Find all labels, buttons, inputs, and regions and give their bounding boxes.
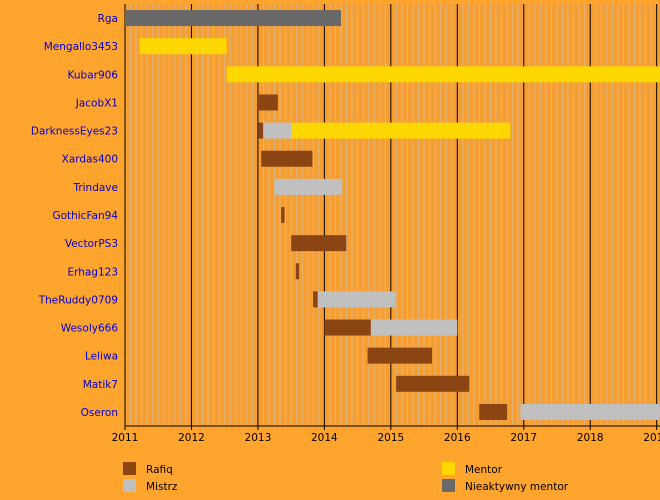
legend-label-rafiq: Rafiq — [146, 464, 173, 476]
bar-rafiq — [479, 403, 508, 420]
legend-swatch-inactive — [442, 479, 455, 492]
bar-rafiq — [324, 319, 371, 336]
x-tick-label: 2012 — [178, 432, 205, 444]
bar-rafiq — [257, 94, 278, 111]
x-tick-label: 2018 — [577, 432, 604, 444]
x-tick-label: 2014 — [311, 432, 338, 444]
row-label: Oseron — [81, 407, 118, 419]
bar-rafiq — [295, 263, 300, 280]
row-label: Xardas400 — [62, 154, 118, 166]
legend-label-mentor: Mentor — [465, 464, 503, 476]
bar-rafiq — [367, 347, 433, 364]
bar-mistrz — [317, 291, 396, 308]
legend-swatch-mentor — [442, 462, 455, 475]
bar-rafiq — [396, 375, 470, 392]
row-label: Matik7 — [83, 379, 118, 391]
x-tick-label: 2011 — [112, 432, 139, 444]
bar-mentor — [291, 122, 511, 139]
row-label: Mengallo3453 — [44, 41, 118, 53]
x-tick-label: 2013 — [245, 432, 272, 444]
row-label: Trindave — [72, 182, 118, 194]
row-label: Erhag123 — [67, 266, 118, 278]
legend-label-mistrz: Mistrz — [146, 481, 178, 493]
bar-rafiq — [313, 291, 318, 308]
x-tick-label: 2015 — [377, 432, 404, 444]
x-tick-label: 2019 — [643, 432, 660, 444]
legend-swatch-mistrz — [123, 479, 136, 492]
legend-swatch-rafiq — [123, 462, 136, 475]
bar-rafiq — [281, 207, 285, 223]
bar-rafiq — [261, 150, 313, 167]
row-label: JacobX1 — [75, 97, 118, 109]
bar-inactive — [125, 10, 341, 27]
legend-label-inactive: Nieaktywny mentor — [465, 481, 569, 493]
x-axis: 2011 2012 2013 2014 2015 2016 2017 2018 2019 — [112, 425, 660, 444]
bar-mistrz — [274, 178, 343, 195]
row-label: GothicFan94 — [52, 210, 118, 222]
bar-rafiq — [258, 122, 264, 139]
bar-mentor — [226, 66, 660, 83]
row-label: TheRuddy0709 — [38, 294, 118, 306]
bar-rafiq — [291, 235, 347, 252]
bar-mistrz — [263, 122, 292, 139]
row-label: Wesoly666 — [61, 323, 119, 335]
x-tick-label: 2017 — [510, 432, 537, 444]
x-tick-label: 2016 — [444, 432, 471, 444]
row-label: VectorPS3 — [65, 238, 118, 250]
bar-mentor — [139, 38, 227, 55]
bars-layer — [125, 10, 660, 420]
row-label: Leliwa — [85, 351, 118, 363]
bar-mistrz — [370, 319, 458, 336]
row-labels: Rga Mengallo3453 Kubar906 JacobX1 DarknessEy… — [31, 13, 118, 419]
row-label: DarknessEyes23 — [31, 126, 118, 138]
legend: Rafiq Mistrz Mentor Nieaktywny mentor — [123, 462, 569, 493]
bar-mistrz — [520, 403, 660, 420]
row-label: Rga — [98, 13, 118, 25]
row-label: Kubar906 — [68, 69, 119, 81]
